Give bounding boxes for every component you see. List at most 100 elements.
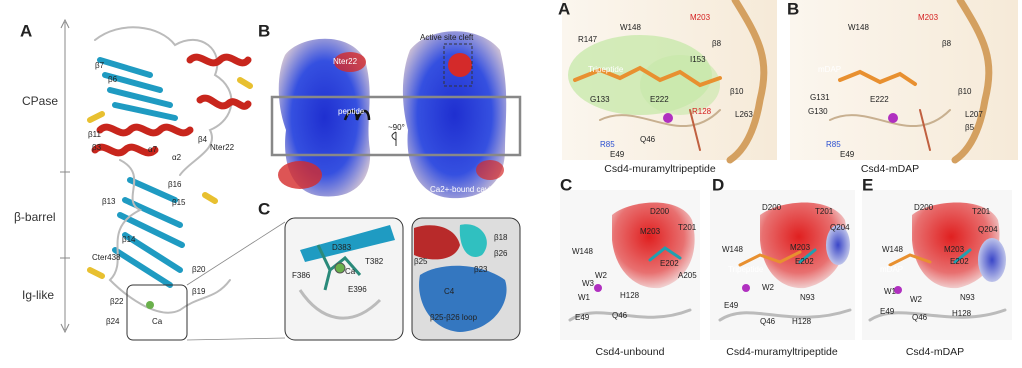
structure-label: β6: [108, 75, 118, 84]
residue-label: G133: [590, 95, 610, 104]
residue-label: H128: [620, 291, 640, 300]
residue-label: β10: [958, 87, 972, 96]
residue-label: E49: [880, 307, 895, 316]
residue-label: Q46: [612, 311, 628, 320]
residue-label: W148: [848, 23, 869, 32]
residue-label: G130: [808, 107, 828, 116]
structure-label: Nter22: [210, 143, 235, 152]
structure-label: β13: [102, 197, 116, 206]
structure-label: β15: [172, 198, 186, 207]
panel-caption: Csd4-unbound: [596, 346, 665, 358]
structure-label: β23: [474, 265, 488, 274]
panel-letter: C: [258, 199, 270, 218]
residue-label: R147: [578, 35, 598, 44]
structure-label: α7: [148, 145, 158, 154]
residue-label: I153: [690, 55, 706, 64]
structure-label: β16: [168, 180, 182, 189]
structure-label: E396: [348, 285, 367, 294]
residue-label: M203: [690, 13, 711, 22]
residue-label: E222: [650, 95, 669, 104]
structure-label: Ca: [345, 267, 356, 276]
panel-letter: D: [712, 175, 724, 194]
residue-label: D200: [650, 207, 670, 216]
residue-label: W148: [572, 247, 593, 256]
structure-label: Nter22: [333, 57, 358, 66]
residue-label: mDAP: [818, 65, 841, 74]
structure-label: D383: [332, 243, 352, 252]
residue-label: E202: [660, 259, 679, 268]
structure-label: β7: [95, 61, 105, 70]
residue-label: N93: [800, 293, 815, 302]
residue-label: M203: [640, 227, 661, 236]
residue-label: W2: [762, 283, 775, 292]
residue-label: R85: [826, 140, 841, 149]
structure-label: Ca2+-bound cavity: [430, 185, 497, 194]
residue-label: Q46: [640, 135, 656, 144]
structure-label: β24: [106, 317, 120, 326]
residue-label: W3: [582, 279, 595, 288]
structure-label: β18: [494, 233, 508, 242]
structure-label: α2: [172, 153, 182, 162]
structure-label: F386: [292, 271, 311, 280]
residue-label: W1: [884, 287, 897, 296]
panel-letter: A: [20, 21, 32, 40]
residue-label: W148: [620, 23, 641, 32]
residue-label: β10: [730, 87, 744, 96]
residue-label: T201: [972, 207, 991, 216]
structure-label: ~90°: [388, 123, 405, 132]
panel-letter: E: [862, 175, 873, 194]
residue-label: G131: [810, 93, 830, 102]
residue-label: β5: [965, 123, 975, 132]
residue-label: W1: [578, 293, 591, 302]
residue-label: Q46: [760, 317, 776, 326]
panel-caption: Csd4-muramyltripeptide: [726, 346, 838, 358]
structure-label: β19: [192, 287, 206, 296]
residue-label: Tripeptide: [588, 65, 624, 74]
structure-label: β25: [414, 257, 428, 266]
residue-label: H128: [792, 317, 812, 326]
residue-label: M203: [944, 245, 965, 254]
residue-label: W148: [882, 245, 903, 254]
residue-label: β8: [712, 39, 722, 48]
residue-label: E49: [724, 301, 739, 310]
panel-letter: C: [560, 175, 572, 194]
residue-label: β8: [942, 39, 952, 48]
residue-label: A205: [678, 271, 697, 280]
panel-caption: Csd4-muramyltripeptide: [604, 163, 716, 175]
domain-label: CPase: [22, 94, 58, 108]
structure-label: β11: [88, 130, 101, 139]
structure-label: β3: [92, 143, 102, 152]
structure-label: T382: [365, 257, 384, 266]
residue-label: E222: [870, 95, 889, 104]
structure-label: β25-β26 loop: [430, 313, 478, 322]
domain-label: Ig-like: [22, 288, 54, 302]
panel-letter: A: [558, 0, 570, 18]
residue-label: D200: [762, 203, 782, 212]
residue-label: N93: [960, 293, 975, 302]
residue-label: W148: [722, 245, 743, 254]
residue-label: W2: [595, 271, 608, 280]
residue-label: mDAP: [880, 265, 903, 274]
residue-label: Q204: [830, 223, 850, 232]
residue-label: E49: [575, 313, 590, 322]
residue-label: D200: [914, 203, 934, 212]
residue-label: E202: [795, 257, 814, 266]
structure-label: C4: [444, 287, 455, 296]
structure-label: β4: [198, 135, 208, 144]
residue-label: R85: [600, 140, 615, 149]
structure-label: β20: [192, 265, 206, 274]
structure-label: Ca: [152, 317, 163, 326]
domain-label: β-barrel: [14, 210, 56, 224]
residue-label: H128: [952, 309, 972, 318]
panel-caption: Csd4-mDAP: [906, 346, 964, 358]
panel-caption: Csd4-mDAP: [861, 163, 919, 175]
residue-label: Tripeptide: [728, 265, 764, 274]
structure-label: Cter438: [92, 253, 121, 262]
panel-letter: B: [258, 21, 270, 40]
structure-label: β22: [110, 297, 124, 306]
residue-label: E49: [610, 150, 625, 159]
residue-label: M203: [790, 243, 811, 252]
residue-label: L263: [735, 110, 753, 119]
